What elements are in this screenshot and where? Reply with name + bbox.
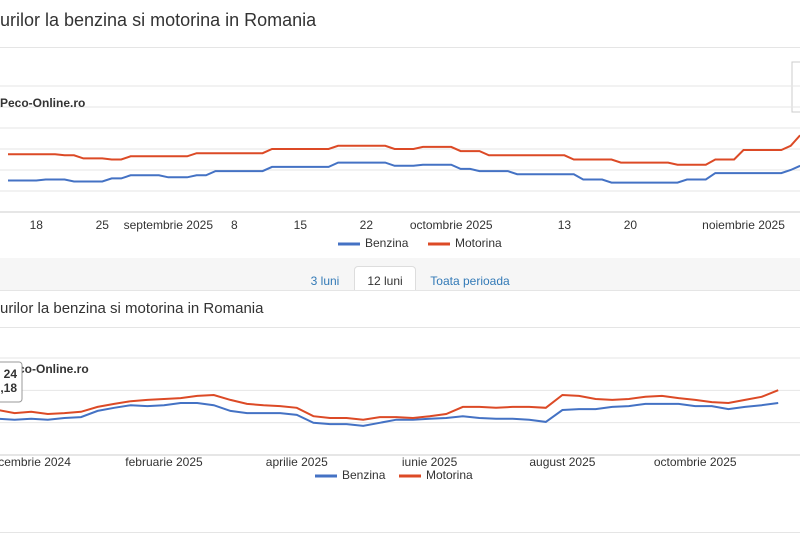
panel-title: urilor la benzina si motorina in Romania xyxy=(0,10,317,30)
series-line xyxy=(0,389,779,421)
tab[interactable]: 12 luni xyxy=(354,266,416,290)
x-tick-label: februarie 2025 xyxy=(125,455,203,469)
chart: co-Online.ro ecembrie 2024 februarie 2025 a… xyxy=(0,357,800,482)
legend-label[interactable]: Benzina xyxy=(342,468,386,482)
x-tick-label: 20 xyxy=(624,218,638,232)
watermark: Peco-Online.ro xyxy=(0,96,85,110)
legend-label[interactable]: Motorina xyxy=(426,468,473,482)
series-line xyxy=(8,161,800,184)
tooltip-box xyxy=(0,361,23,403)
series-line xyxy=(8,134,800,166)
x-tick-label: 15 xyxy=(294,218,308,232)
tab[interactable]: 3 luni xyxy=(310,274,340,288)
x-tick-label: iunie 2025 xyxy=(402,455,458,469)
x-tick-label: aprilie 2025 xyxy=(266,455,328,469)
panel-header: urilor la benzina si motorina in Romania xyxy=(0,0,800,48)
legend-label[interactable]: Motorina xyxy=(455,236,502,250)
x-tick-label: ecembrie 2024 xyxy=(0,455,71,469)
panel-header: urilor la benzina si motorina in Romania xyxy=(0,290,800,328)
x-tick-label: 22 xyxy=(360,218,374,232)
panel-title: urilor la benzina si motorina in Romania xyxy=(0,300,264,317)
x-tick-label: august 2025 xyxy=(529,455,595,469)
watermark: co-Online.ro xyxy=(18,362,89,376)
x-tick-label: 25 xyxy=(96,218,110,232)
chart: Peco-Online.ro 18 25 septembrie 2025 8 15 22 oc… xyxy=(0,61,800,250)
legend-label[interactable]: Benzina xyxy=(365,236,409,250)
x-tick-label: octombrie 2025 xyxy=(410,218,493,232)
x-tick-label: octombrie 2025 xyxy=(654,455,737,469)
x-tick-label: noiembrie 2025 xyxy=(702,218,785,232)
x-tick-label: septembrie 2025 xyxy=(124,218,214,232)
tooltip-text: 24 xyxy=(4,367,18,381)
tab[interactable]: Toata perioada xyxy=(430,274,510,288)
x-tick-label: 13 xyxy=(558,218,572,232)
x-tick-label: 18 xyxy=(30,218,44,232)
tab-bar: 3 luni 12 luni Toata perioada xyxy=(0,258,800,290)
menu-button[interactable] xyxy=(791,61,800,113)
series-line xyxy=(0,402,779,427)
tooltip-text: 7,18 xyxy=(0,381,17,395)
divider xyxy=(0,532,800,533)
x-tick-label: 8 xyxy=(231,218,238,232)
